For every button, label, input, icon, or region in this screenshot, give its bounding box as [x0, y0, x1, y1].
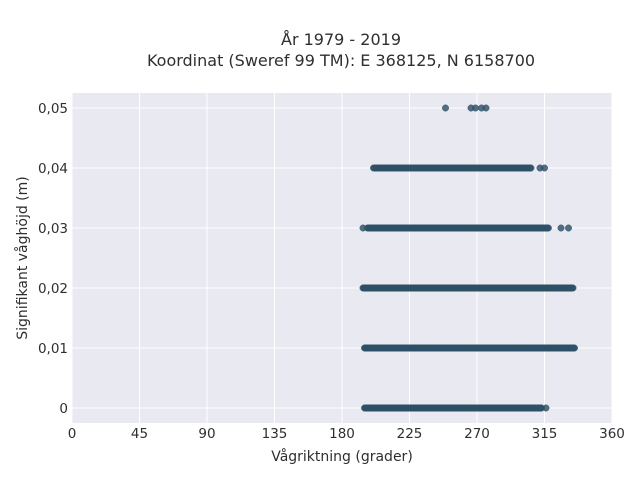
- x-axis-label: Vågriktning (grader): [271, 448, 413, 465]
- x-tick-label: 90: [198, 426, 215, 442]
- scatter-point: [557, 224, 565, 232]
- scatter-point: [571, 344, 578, 352]
- x-tick-label: 180: [329, 426, 355, 442]
- x-tick-label: 360: [599, 426, 625, 442]
- y-tick-label: 0,01: [38, 341, 68, 357]
- x-tick-label: 45: [131, 426, 148, 442]
- x-tick-label: 0: [68, 426, 77, 442]
- y-tick-label: 0,02: [38, 281, 68, 297]
- x-tick-label: 270: [464, 426, 490, 442]
- y-tick-labels: 0 0,01 0,02 0,03 0,04 0,05: [38, 101, 68, 417]
- scatter-point: [442, 104, 449, 112]
- scatter-point: [542, 404, 550, 412]
- scatter-point: [565, 224, 572, 232]
- x-tick-label: 225: [397, 426, 423, 442]
- x-tick-labels: 0 45 90 135 180 225 270 315 360: [68, 426, 625, 442]
- scatter-point: [482, 104, 490, 112]
- scatter-point: [527, 164, 535, 172]
- scatter-point: [544, 224, 552, 232]
- y-tick-label: 0,05: [38, 101, 68, 117]
- chart-title-line-2: Koordinat (Sweref 99 TM): E 368125, N 61…: [147, 51, 535, 70]
- scatter-point: [569, 284, 577, 292]
- y-axis-label: Signifikant våghöjd (m): [14, 176, 31, 339]
- scatter-point: [541, 164, 548, 172]
- points-layer: [359, 104, 578, 412]
- y-tick-label: 0,03: [38, 221, 68, 237]
- y-tick-label: 0: [59, 401, 68, 417]
- scatter-point: [472, 104, 479, 112]
- chart-title-line-1: År 1979 - 2019: [281, 30, 401, 49]
- x-tick-label: 135: [262, 426, 288, 442]
- scatter-point: [359, 224, 367, 232]
- y-tick-label: 0,04: [38, 161, 68, 177]
- x-tick-label: 315: [532, 426, 558, 442]
